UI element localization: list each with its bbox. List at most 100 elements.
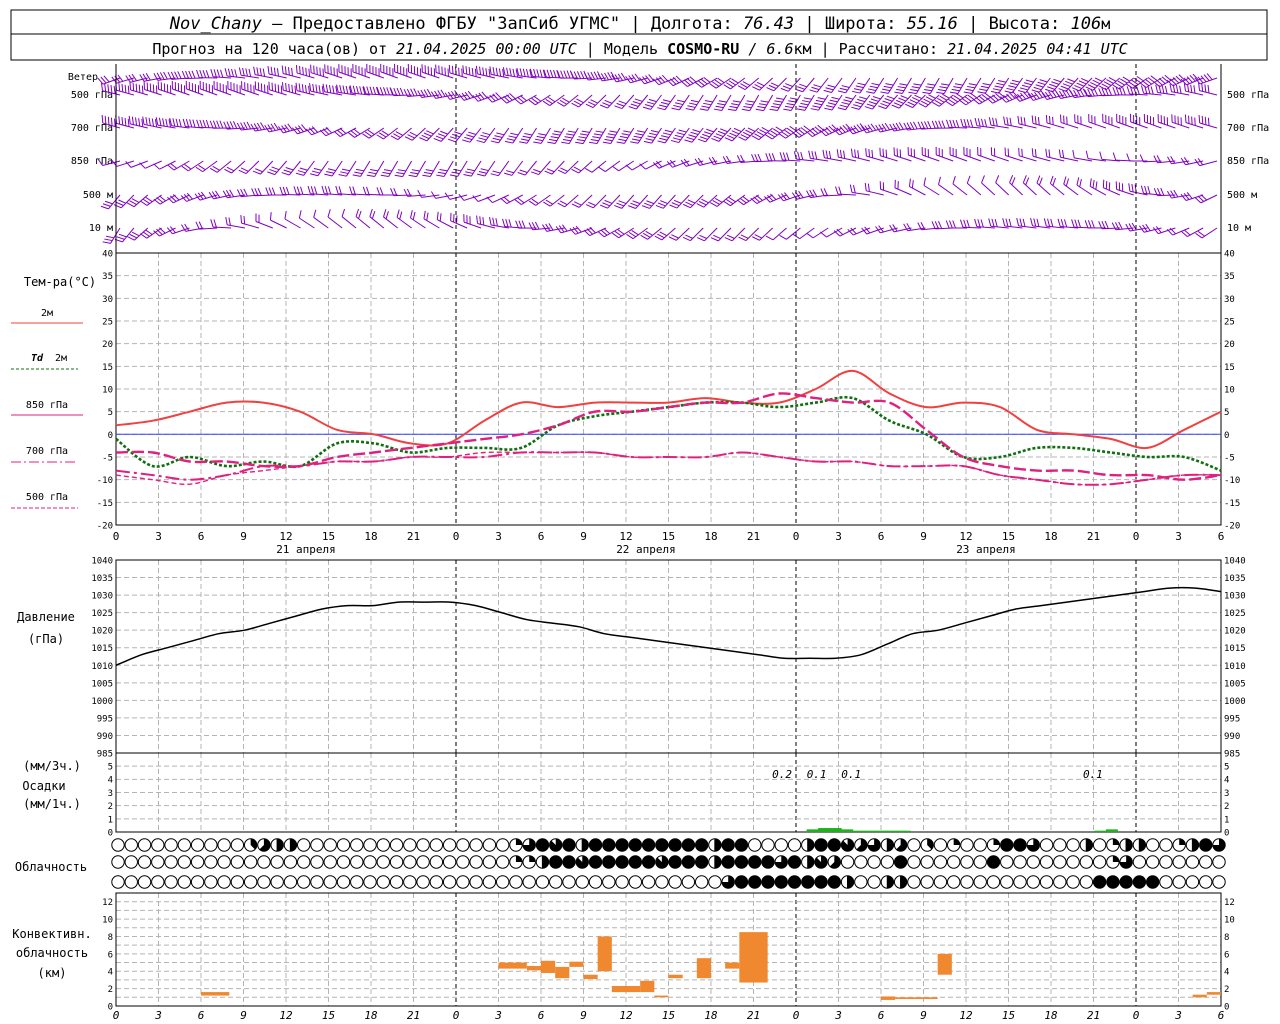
cloud-cell [734, 855, 749, 869]
cloud-cell [137, 875, 152, 889]
wind-barb [571, 194, 593, 208]
ytick-right: 0 [1224, 431, 1229, 441]
wind-barb [472, 91, 496, 102]
wind-barb [833, 227, 857, 237]
wind-barb [450, 212, 468, 229]
ytick-left: 2 [108, 985, 113, 995]
wind-barb [489, 217, 509, 229]
wind-barb [369, 208, 385, 229]
cloud-cell [1119, 838, 1133, 852]
cloud-cell [1212, 838, 1226, 852]
wind-barb [974, 218, 995, 229]
convective-bar [541, 960, 556, 973]
wind-barb [630, 127, 649, 144]
wind-barb [238, 160, 260, 175]
hour-tick: 21 [407, 530, 420, 543]
wind-barb [938, 176, 954, 196]
wind-barb [625, 73, 648, 84]
hour-tick: 0 [113, 1009, 120, 1022]
wind-barb [684, 127, 704, 143]
wind-barb [267, 66, 287, 79]
wind-barb [390, 187, 412, 197]
cloud-cell [787, 838, 802, 852]
wind-barb [986, 91, 1009, 104]
wind-barb [921, 146, 940, 162]
wind-barb [543, 194, 565, 207]
precip-bar [852, 830, 865, 832]
cloud-cell [204, 838, 218, 852]
temp-title: Тем-ра(°C) [24, 275, 96, 289]
wind-barb [598, 160, 621, 173]
cloud-cell [774, 875, 788, 889]
cloud-cell [668, 855, 682, 869]
ytick-left: 3 [108, 789, 113, 799]
wind-barb [309, 83, 329, 96]
wind-barb [1084, 220, 1106, 229]
t2m-line [115, 369, 1222, 450]
wind-barb [380, 63, 398, 79]
wind-barb [1017, 115, 1037, 129]
wind-barb [1194, 194, 1218, 204]
day-label: 23 апреля [956, 543, 1016, 556]
ytick-left: 0 [108, 829, 113, 839]
cloud-cell [575, 855, 589, 869]
wind-barb [626, 227, 648, 240]
cloud-cell [509, 838, 523, 852]
ytick-right: 6 [1224, 950, 1229, 960]
legend-850-label: 850 гПа [26, 400, 68, 411]
wind-barb [169, 117, 190, 129]
wind-barb [166, 226, 190, 235]
cloud-cell [310, 875, 324, 889]
ytick-left: 35 [102, 272, 113, 282]
wind-barb [436, 160, 454, 177]
wind-barb [195, 160, 218, 173]
hour-tick: 18 [704, 530, 717, 543]
wind-barb [140, 194, 162, 206]
hour-tick: 21 [407, 1009, 420, 1022]
wind-barb [1098, 77, 1121, 91]
cloud-cell [681, 875, 696, 889]
wind-barb [820, 188, 843, 197]
wind-barb [575, 127, 593, 145]
cloud-cell [867, 838, 881, 852]
precip-bar [898, 830, 911, 832]
precipitation-frame [115, 752, 1222, 833]
wind-barb [864, 94, 885, 110]
wind-barb [1022, 175, 1037, 196]
pressure-line [115, 586, 1222, 666]
cloud-cell [230, 875, 245, 889]
cloud-cell [1079, 838, 1094, 852]
wind-barb [641, 194, 662, 209]
wind-barb [490, 160, 510, 177]
hour-tick: 15 [662, 530, 675, 543]
hour-tick: 15 [322, 1009, 335, 1022]
cloud-cell [628, 838, 643, 852]
cloud-cell [1026, 855, 1040, 869]
cloud-cell [403, 855, 417, 869]
cloud-cell [1145, 838, 1160, 852]
ytick-left: 5 [108, 763, 113, 773]
wind-barb [628, 194, 649, 209]
cloud-cell [257, 838, 271, 852]
wind-barb [209, 120, 232, 129]
ytick-right: 1 [1224, 815, 1229, 825]
wind-barb [376, 127, 399, 140]
cloud-cell [376, 855, 391, 869]
wind-barb [585, 94, 607, 109]
precip-bar [864, 830, 877, 832]
wind-barb [129, 81, 148, 96]
convective-bar [1206, 992, 1221, 995]
wind-barb [555, 224, 579, 234]
wind-level-right: 850 гПа [1227, 156, 1269, 167]
cloud-cell [549, 875, 563, 889]
wind-barb [682, 227, 704, 242]
cloud-cell [522, 838, 536, 852]
cloud-cell [655, 875, 669, 889]
cloud-cell [641, 875, 656, 889]
wind-barb [1045, 77, 1065, 93]
header-line-2: Прогноз на 120 часа(ов) от 21.04.2025 00… [152, 40, 1127, 58]
wind-barb [819, 227, 843, 238]
cloud-cell [257, 855, 271, 869]
wind-barb [907, 147, 926, 162]
